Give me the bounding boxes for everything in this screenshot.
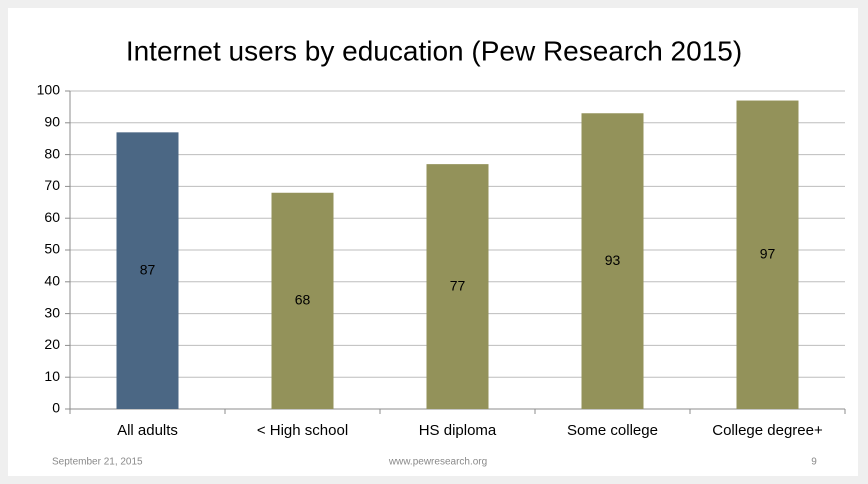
footer-site: www.pewresearch.org bbox=[388, 457, 487, 468]
footer-date: September 21, 2015 bbox=[52, 457, 143, 468]
y-tick-label: 0 bbox=[52, 400, 60, 416]
x-tick-label: HS diploma bbox=[419, 422, 497, 439]
y-tick-label: 30 bbox=[44, 304, 60, 320]
y-tick-label: 70 bbox=[44, 177, 60, 193]
y-tick-label: 10 bbox=[44, 368, 60, 384]
data-label: 68 bbox=[295, 292, 311, 308]
data-label: 77 bbox=[450, 277, 466, 293]
bar bbox=[426, 164, 489, 409]
bar bbox=[116, 132, 179, 409]
y-tick-label: 60 bbox=[44, 209, 60, 225]
x-tick-label: All adults bbox=[117, 422, 178, 439]
data-label: 93 bbox=[605, 252, 621, 268]
y-tick-label: 80 bbox=[44, 145, 60, 161]
bar bbox=[271, 192, 334, 409]
y-tick-label: 40 bbox=[44, 273, 60, 289]
data-label: 97 bbox=[760, 245, 776, 261]
chart-title: Internet users by education (Pew Researc… bbox=[126, 35, 742, 66]
x-tick-label: Some college bbox=[567, 422, 658, 439]
bar bbox=[581, 113, 644, 409]
y-tick-label: 100 bbox=[37, 82, 61, 98]
x-tick-label: College degree+ bbox=[712, 422, 823, 439]
y-tick-label: 20 bbox=[44, 336, 60, 352]
y-tick-label: 50 bbox=[44, 241, 60, 257]
bar bbox=[736, 100, 799, 409]
footer-page: 9 bbox=[811, 457, 817, 468]
x-tick-label: < High school bbox=[257, 422, 348, 439]
data-label: 87 bbox=[140, 261, 156, 277]
y-tick-label: 90 bbox=[44, 114, 60, 130]
